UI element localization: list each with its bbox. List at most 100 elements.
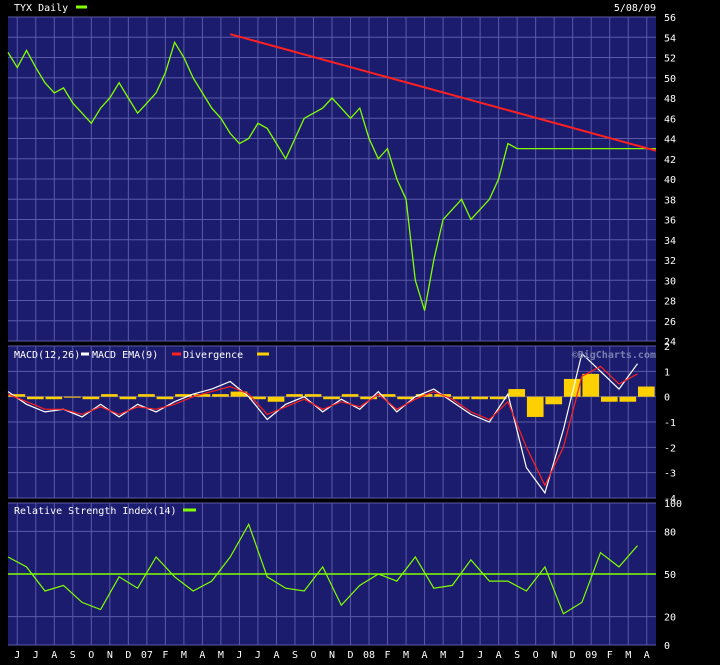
divergence-bar bbox=[119, 396, 137, 400]
x-axis-label: O bbox=[88, 650, 94, 661]
rsi-y-tick-label: 100 bbox=[664, 499, 682, 510]
x-axis-label: J bbox=[14, 650, 20, 661]
price-title: TYX Daily bbox=[14, 3, 68, 14]
divergence-bar bbox=[563, 378, 581, 397]
x-axis-label: M bbox=[218, 650, 224, 661]
rsi-y-tick-label: 80 bbox=[664, 527, 676, 538]
divergence-bar bbox=[286, 394, 303, 397]
macd-y-tick-label: -3 bbox=[664, 469, 676, 480]
rsi-legend-label: Relative Strength Index(14) bbox=[14, 506, 177, 517]
divergence-bar bbox=[600, 396, 618, 402]
trend-line bbox=[229, 33, 657, 152]
x-axis-label: M bbox=[625, 650, 631, 661]
macd-y-tick-label: 0 bbox=[664, 393, 670, 404]
divergence-bar bbox=[193, 394, 211, 397]
macd-y-tick-label: -1 bbox=[664, 418, 676, 429]
x-axis-label: A bbox=[199, 650, 205, 661]
x-axis-label: S bbox=[514, 650, 520, 661]
divergence-bar bbox=[619, 396, 637, 402]
x-axis-label: A bbox=[51, 650, 57, 661]
x-axis-label: N bbox=[551, 650, 557, 661]
x-axis-label: M bbox=[440, 650, 446, 661]
x-axis-label: N bbox=[107, 650, 113, 661]
x-axis-label: 09 bbox=[585, 650, 597, 661]
price-grid bbox=[8, 16, 656, 342]
rsi-line bbox=[7, 522, 638, 615]
divergence-bar bbox=[452, 396, 470, 400]
x-axis-label: 08 bbox=[363, 650, 375, 661]
x-axis-label: D bbox=[125, 650, 131, 661]
divergence-bar bbox=[471, 396, 489, 400]
divergence-bar bbox=[378, 394, 396, 397]
macd-y-tick-label: 2 bbox=[664, 342, 670, 353]
price-y-tick-label: 34 bbox=[664, 236, 676, 247]
price-y-tick-label: 24 bbox=[664, 337, 676, 348]
macd-ema-line bbox=[7, 365, 638, 487]
rsi-y-tick-label: 50 bbox=[664, 570, 676, 581]
divergence-bar bbox=[138, 394, 155, 397]
divergence-bar bbox=[64, 396, 81, 398]
x-axis-label: O bbox=[310, 650, 316, 661]
x-axis-label: 07 bbox=[141, 650, 153, 661]
x-axis-label: F bbox=[385, 650, 391, 661]
x-axis-label: S bbox=[292, 650, 298, 661]
macd-legend-label: MACD(12,26) bbox=[14, 350, 80, 361]
divergence-bar bbox=[360, 396, 377, 400]
date-label: 5/08/09 bbox=[614, 3, 656, 14]
divergence-bar bbox=[45, 396, 63, 400]
macd-y-tick-label: -4 bbox=[664, 494, 676, 505]
x-axis-label: J bbox=[255, 650, 261, 661]
divergence-bar bbox=[156, 396, 174, 400]
x-axis-label: A bbox=[644, 650, 650, 661]
x-axis-label: O bbox=[533, 650, 539, 661]
x-axis-label: J bbox=[477, 650, 483, 661]
price-series-marks bbox=[7, 33, 657, 311]
x-axis-label: N bbox=[329, 650, 335, 661]
divergence-bar bbox=[526, 396, 544, 417]
price-y-tick-label: 28 bbox=[664, 297, 676, 308]
rsi-y-ticks: 0 20 50 80 100 bbox=[664, 499, 682, 652]
x-axis-label: A bbox=[496, 650, 502, 661]
price-y-tick-label: 26 bbox=[664, 317, 676, 328]
x-axis-label: A bbox=[422, 650, 428, 661]
price-y-tick-label: 54 bbox=[664, 33, 676, 44]
x-axis-label: J bbox=[459, 650, 465, 661]
macd-y-tick-label: 1 bbox=[664, 367, 670, 378]
divergence-bar bbox=[249, 396, 266, 400]
price-y-tick-label: 38 bbox=[664, 195, 676, 206]
x-axis-label: D bbox=[570, 650, 576, 661]
divergence-bar bbox=[545, 396, 563, 405]
price-y-tick-label: 50 bbox=[664, 74, 676, 85]
macd-grid bbox=[8, 345, 656, 499]
price-panel: 24 26 28 30 32 34 36 38 40 42 44 46 48 50 52 54 56 TYX D… bbox=[7, 3, 676, 348]
macd-y-ticks: -4 -3 -2 -1 0 1 2 bbox=[664, 342, 676, 505]
rsi-y-tick-label: 20 bbox=[664, 613, 676, 624]
price-y-tick-label: 52 bbox=[664, 54, 676, 65]
divergence-bar bbox=[323, 396, 340, 400]
price-y-tick-label: 56 bbox=[664, 13, 676, 24]
ema-legend-label: MACD EMA(9) bbox=[92, 350, 158, 361]
divergence-bar bbox=[101, 394, 118, 397]
macd-y-tick-label: -2 bbox=[664, 443, 676, 454]
macd-line bbox=[7, 352, 638, 495]
divergence-bar bbox=[8, 394, 26, 397]
price-y-tick-label: 30 bbox=[664, 276, 676, 287]
divergence-bar bbox=[341, 394, 359, 397]
x-axis-label: F bbox=[607, 650, 613, 661]
rsi-panel: 0 20 50 80 100 Relative Strength Index(14) bbox=[7, 499, 682, 652]
x-axis-label: F bbox=[162, 650, 168, 661]
price-line bbox=[7, 40, 656, 311]
divergence-bar bbox=[637, 386, 655, 397]
price-y-ticks: 24 26 28 30 32 34 36 38 40 42 44 46 48 50 52 54 56 bbox=[664, 13, 676, 348]
x-axis-label: J bbox=[33, 650, 39, 661]
x-axis-label: D bbox=[347, 650, 353, 661]
divergence-bar bbox=[267, 396, 285, 402]
price-y-tick-label: 48 bbox=[664, 94, 676, 105]
rsi-series-marks bbox=[7, 522, 656, 615]
divergence-bar bbox=[489, 396, 507, 400]
divergence-bar bbox=[230, 391, 248, 397]
price-y-tick-label: 46 bbox=[664, 114, 676, 125]
x-axis-label: S bbox=[70, 650, 76, 661]
divergence-bar bbox=[212, 394, 229, 397]
